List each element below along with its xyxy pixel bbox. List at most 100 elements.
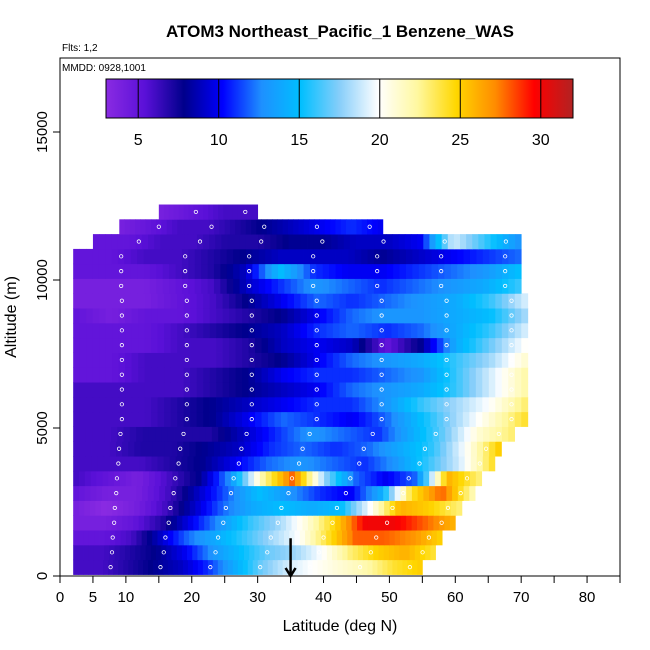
heatmap-cell: [170, 337, 178, 353]
heatmap-cell: [438, 426, 446, 442]
heatmap-cell: [150, 544, 157, 561]
heatmap-cell: [89, 500, 96, 516]
heatmap-cell: [300, 352, 308, 368]
heatmap-cell: [338, 456, 345, 472]
heatmap-cell: [462, 396, 470, 413]
heatmap-cell: [302, 515, 309, 531]
heatmap-cell: [351, 219, 357, 235]
heatmap-cell: [428, 441, 435, 457]
heatmap-cell: [248, 470, 255, 487]
heatmap-cell: [443, 308, 451, 324]
heatmap-cell: [170, 367, 178, 383]
heatmap-cell: [404, 382, 412, 398]
heatmap-cell: [437, 278, 445, 294]
heatmap-cell: [135, 234, 143, 250]
heatmap-cell: [85, 456, 92, 472]
sample-point: [118, 431, 123, 437]
heatmap-cell: [290, 544, 297, 561]
heatmap-cell: [458, 470, 465, 487]
y-tick-label: 15000: [34, 111, 51, 153]
heatmap-cell: [452, 456, 460, 472]
heatmap-cell: [198, 204, 204, 220]
heatmap-cell: [118, 293, 126, 309]
heatmap-cell: [508, 352, 516, 368]
heatmap-cell: [435, 234, 443, 250]
heatmap-cell: [280, 293, 288, 309]
heatmap-cell: [157, 382, 165, 398]
heatmap-cell: [488, 337, 496, 353]
heatmap-cell: [306, 382, 314, 398]
heatmap-cell: [235, 337, 243, 353]
heatmap-cell: [93, 544, 100, 561]
heatmap-cell: [125, 367, 133, 383]
heatmap-cell: [337, 544, 343, 561]
heatmap-cell: [332, 396, 340, 413]
heatmap-cell: [161, 219, 168, 235]
heatmap-cell: [207, 441, 215, 457]
heatmap-cell: [311, 500, 318, 516]
heatmap-cell: [220, 263, 228, 279]
heatmap-cell: [430, 544, 436, 561]
heatmap-cell: [98, 426, 106, 442]
heatmap-cell: [348, 485, 355, 501]
heatmap-cell: [367, 219, 373, 235]
heatmap-cell: [434, 470, 442, 487]
heatmap-cell: [466, 234, 473, 250]
heatmap-cell: [248, 337, 256, 353]
heatmap-cell: [363, 530, 369, 546]
heatmap-cell: [207, 470, 214, 487]
heatmap-cell: [99, 411, 107, 427]
heatmap-cell: [158, 204, 165, 220]
heatmap-cell: [92, 426, 99, 442]
heatmap-cell: [495, 322, 503, 339]
heatmap-cell: [196, 234, 204, 250]
heatmap-cell: [469, 293, 477, 309]
heatmap-cell: [397, 337, 405, 353]
heatmap-cell: [239, 248, 247, 265]
heatmap-cell: [99, 308, 107, 324]
heatmap-cell: [306, 544, 312, 561]
heatmap-cell: [175, 248, 183, 265]
heatmap-cell: [190, 308, 197, 324]
sample-point: [279, 505, 284, 511]
heatmap-cell: [293, 322, 301, 339]
heatmap-cell: [291, 515, 298, 531]
heatmap-cell: [215, 515, 221, 531]
heatmap-cell: [521, 382, 529, 398]
heatmap-cell: [495, 263, 503, 279]
heatmap-cell: [252, 530, 259, 546]
heatmap-cell: [122, 515, 129, 531]
heatmap-cell: [92, 382, 100, 398]
heatmap-cell: [378, 352, 386, 368]
heatmap-cell: [476, 441, 484, 457]
heatmap-cell: [105, 263, 112, 279]
heatmap-cell: [462, 367, 470, 383]
heatmap-cell: [238, 544, 245, 561]
heatmap-cell: [168, 204, 175, 220]
sample-point: [509, 387, 514, 392]
heatmap-cell: [261, 337, 269, 353]
heatmap-cell: [104, 544, 110, 561]
heatmap-cell: [78, 500, 85, 516]
heatmap-cell: [423, 293, 431, 309]
heatmap-cell: [218, 204, 224, 220]
heatmap-cell: [103, 456, 110, 472]
heatmap-cell: [417, 559, 423, 575]
heatmap-cell: [476, 248, 484, 265]
heatmap-cell: [363, 544, 369, 561]
heatmap-cell: [100, 500, 107, 516]
sample-point: [119, 417, 124, 422]
heatmap-cell: [226, 263, 234, 279]
heatmap-cell: [233, 248, 240, 265]
heatmap-cell: [393, 278, 400, 294]
heatmap-cell: [313, 234, 320, 250]
heatmap-cell: [224, 470, 232, 487]
heatmap-cell: [457, 263, 464, 279]
heatmap-cell: [187, 515, 194, 531]
heatmap-cell: [482, 293, 490, 309]
heatmap-cell: [103, 559, 109, 575]
heatmap-cell: [216, 293, 223, 309]
heatmap-cell: [284, 530, 290, 546]
heatmap-cell: [280, 411, 288, 427]
heatmap-cell: [352, 367, 360, 383]
